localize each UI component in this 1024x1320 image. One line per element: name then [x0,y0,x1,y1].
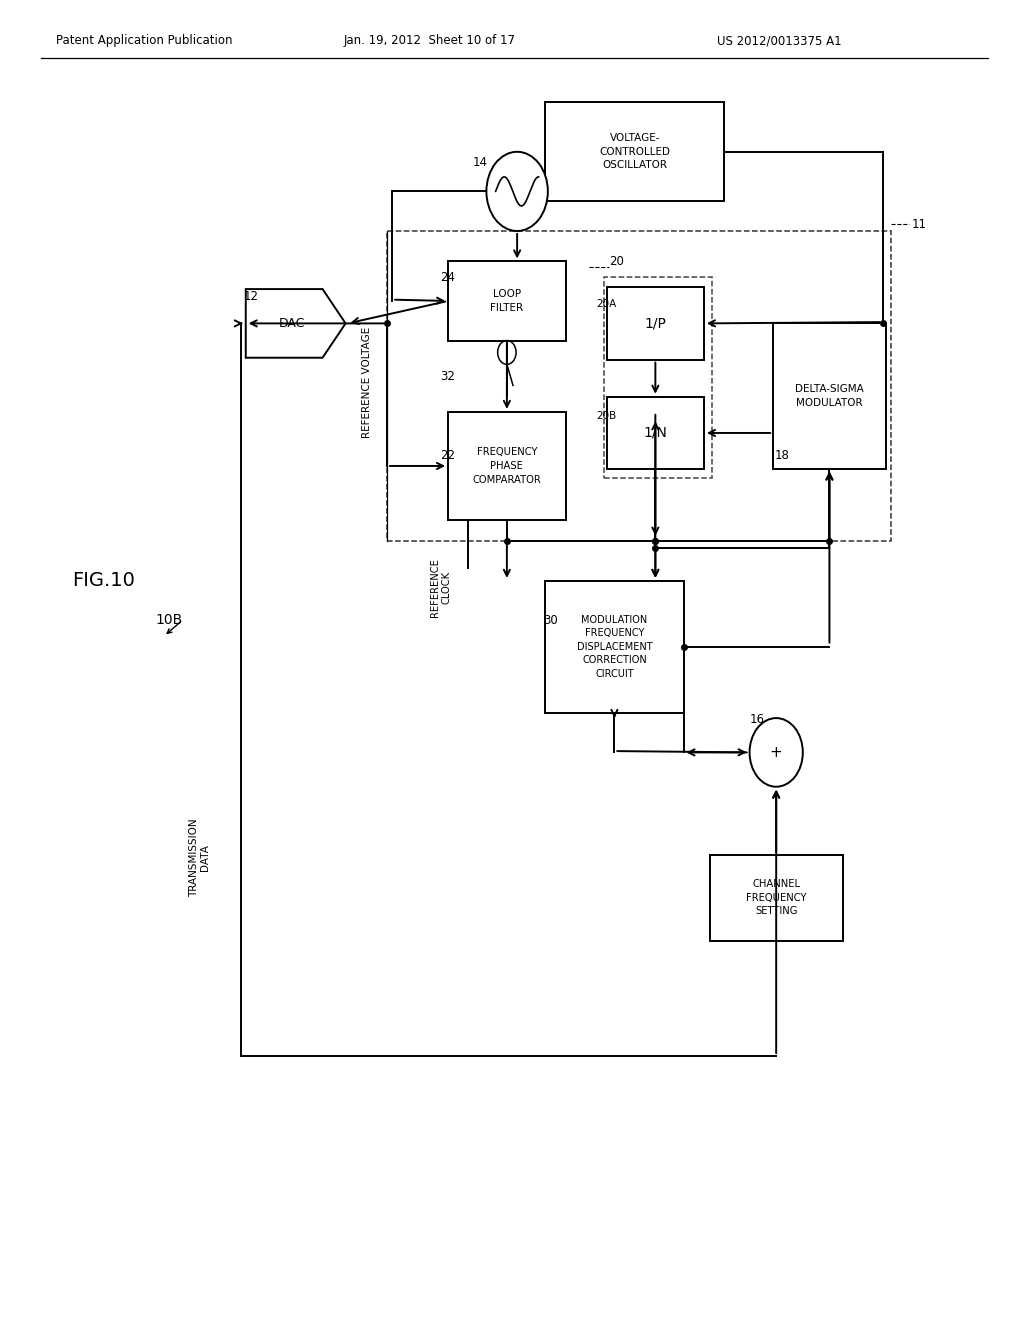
Text: 1/N: 1/N [643,426,668,440]
Text: 18: 18 [775,449,791,462]
Circle shape [750,718,803,787]
Text: FIG.10: FIG.10 [72,572,134,590]
Bar [606,396,705,469]
Bar [545,581,684,713]
Text: FREQUENCY
PHASE
COMPARATOR: FREQUENCY PHASE COMPARATOR [472,447,542,484]
Text: US 2012/0013375 A1: US 2012/0013375 A1 [717,34,842,48]
Text: 30: 30 [543,614,557,627]
Text: 24: 24 [440,271,456,284]
Bar [449,261,565,341]
Bar [545,103,725,201]
Text: CHANNEL
FREQUENCY
SETTING: CHANNEL FREQUENCY SETTING [745,879,807,916]
Text: 11: 11 [911,218,927,231]
Text: 32: 32 [440,370,456,383]
Text: MODULATION
FREQUENCY
DISPLACEMENT
CORRECTION
CIRCUIT: MODULATION FREQUENCY DISPLACEMENT CORREC… [577,615,652,678]
Text: DELTA-SIGMA
MODULATOR: DELTA-SIGMA MODULATOR [795,384,864,408]
Text: 10B: 10B [156,614,183,627]
Text: Patent Application Publication: Patent Application Publication [56,34,232,48]
Bar [387,231,891,541]
Text: REFERENCE
CLOCK: REFERENCE CLOCK [429,558,452,616]
Text: 22: 22 [440,449,456,462]
Bar [710,855,843,940]
Text: VOLTAGE-
CONTROLLED
OSCILLATOR: VOLTAGE- CONTROLLED OSCILLATOR [599,133,671,170]
Text: Jan. 19, 2012  Sheet 10 of 17: Jan. 19, 2012 Sheet 10 of 17 [344,34,516,48]
Text: 12: 12 [244,290,259,304]
Circle shape [486,152,548,231]
Bar [449,412,565,520]
Bar [606,286,705,359]
Text: TRANSMISSION
DATA: TRANSMISSION DATA [188,818,211,898]
Bar [773,323,886,469]
Text: 20: 20 [609,255,625,268]
Bar [604,277,712,478]
Text: REFERENCE VOLTAGE: REFERENCE VOLTAGE [361,327,372,438]
Text: 14: 14 [473,156,488,169]
Polygon shape [246,289,345,358]
Text: 16: 16 [750,713,765,726]
Text: 20A: 20A [596,298,616,309]
Text: LOOP
FILTER: LOOP FILTER [490,289,523,313]
Text: 20B: 20B [596,411,616,421]
Text: 1/P: 1/P [644,317,667,330]
Text: DAC: DAC [279,317,305,330]
Text: +: + [770,744,782,760]
